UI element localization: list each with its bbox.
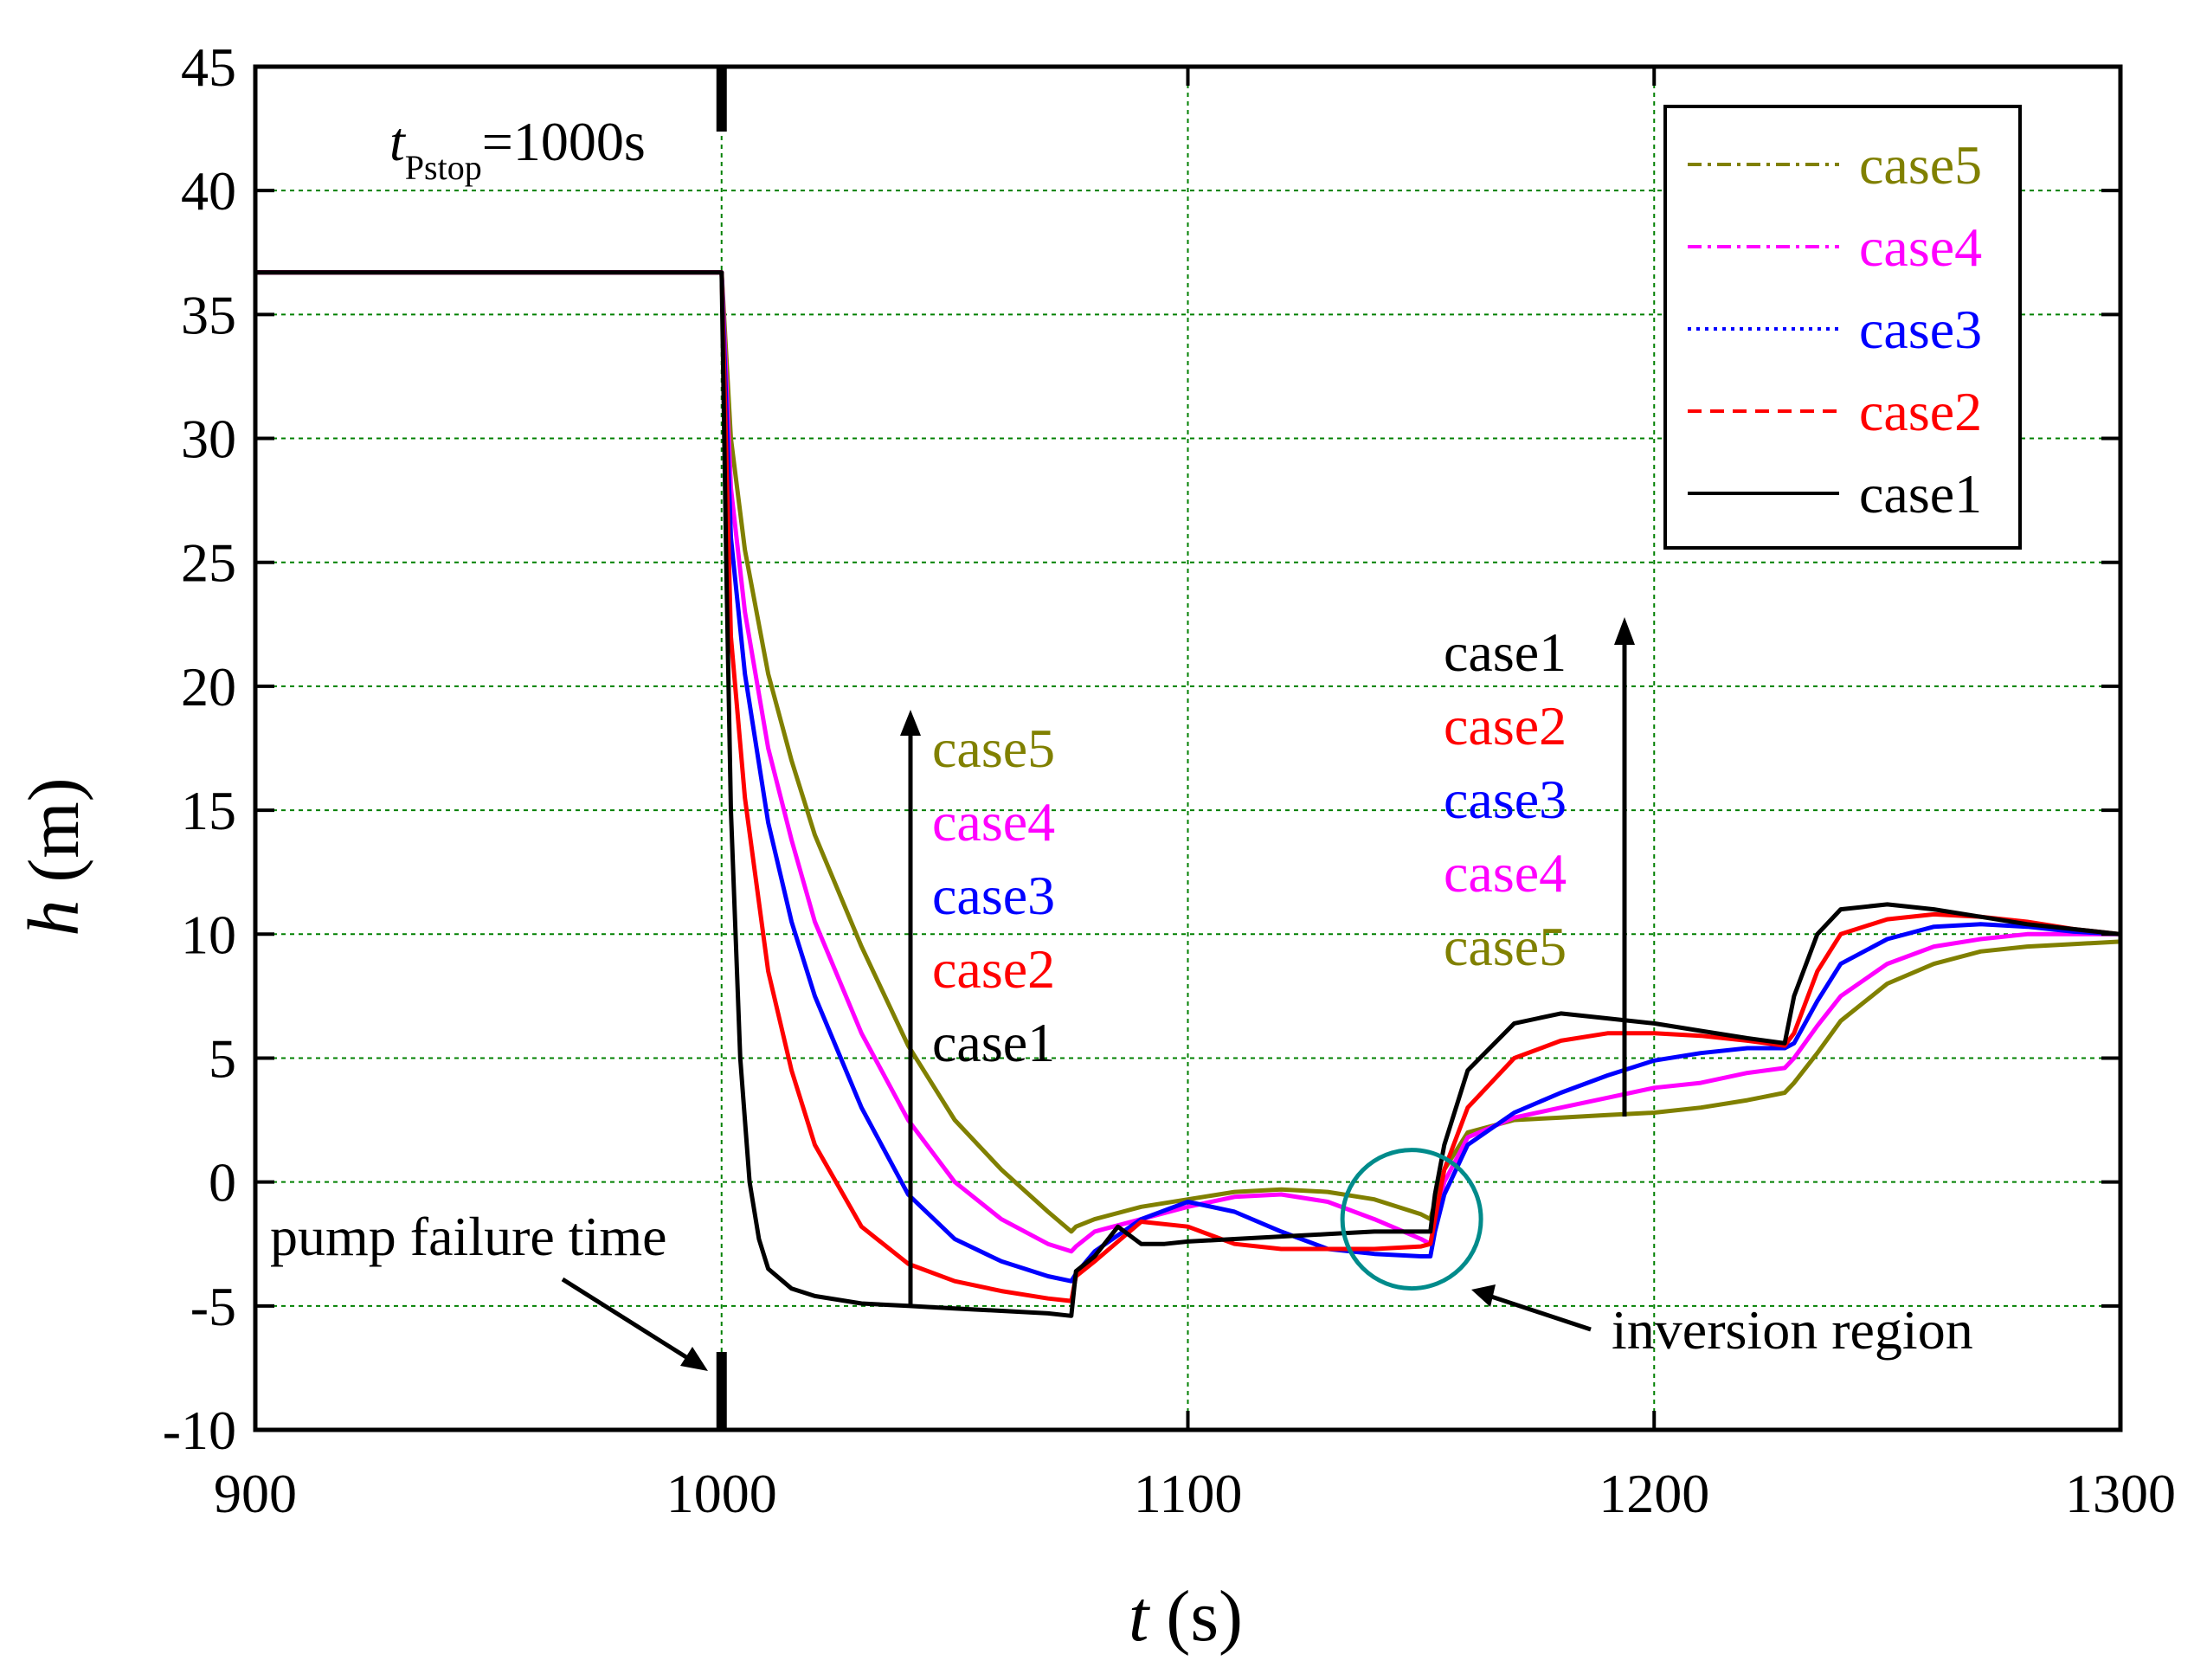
- x-axis-label: t (s): [1129, 1576, 1243, 1657]
- x-axis-unit: (s): [1166, 1576, 1243, 1657]
- series-line-case4: [255, 270, 2120, 1254]
- arrow2-label-case5: case5: [1444, 916, 1567, 977]
- t-pstop-annotation: tPstop=1000s: [389, 111, 646, 187]
- t-pstop-var: t: [389, 111, 407, 172]
- arrow1-label-case5: case5: [932, 718, 1055, 779]
- legend: case5 case4 case3 case2 case1: [1663, 105, 2022, 550]
- arrow-case-stack-1-labels: case5 case4 case3 case2 case1: [932, 718, 1055, 1073]
- arrow2-label-case3: case3: [1444, 769, 1567, 830]
- x-tick-label: 1100: [1134, 1463, 1243, 1524]
- inversion-region-circle: [1340, 1148, 1483, 1291]
- inversion-region-label: inversion region: [1612, 1299, 1973, 1361]
- y-tick-label: 45: [181, 36, 236, 98]
- y-tick-label: 30: [181, 409, 236, 470]
- arrow1-label-case1: case1: [932, 1012, 1055, 1073]
- arrow2-label-case2: case2: [1444, 695, 1567, 756]
- y-tick-label: 0: [209, 1152, 236, 1213]
- arrow2-label-case1: case1: [1444, 621, 1567, 683]
- pump-failure-arrow: [561, 1277, 708, 1371]
- legend-label-case1: case1: [1859, 463, 1982, 525]
- x-tick-label: 1000: [666, 1463, 777, 1524]
- axis-ticks: -10 -5 0 5 10 15 20 25 30 35 40 45 900 1000 1100 1200 13…: [163, 36, 2176, 1524]
- t-pstop-sub: Pstop: [405, 148, 482, 187]
- arrow-case-stack-1: [900, 710, 921, 1307]
- arrow2-label-case4: case4: [1444, 842, 1567, 904]
- legend-label-case3: case3: [1859, 299, 1982, 360]
- arrow-case-stack-2-labels: case1 case2 case3 case4 case5: [1444, 621, 1567, 977]
- y-axis-label: h (m): [14, 777, 94, 936]
- series-layer: [255, 270, 2121, 1318]
- t-pstop-value: =1000s: [482, 111, 646, 172]
- arrow1-label-case3: case3: [932, 865, 1055, 926]
- pump-failure-label: pump failure time: [270, 1206, 667, 1267]
- legend-label-case4: case4: [1859, 216, 1982, 278]
- y-axis-var: h: [14, 900, 94, 937]
- y-tick-label: -10: [163, 1400, 236, 1461]
- x-axis-var: t: [1129, 1576, 1151, 1657]
- x-tick-label: 1200: [1599, 1463, 1709, 1524]
- y-tick-label: 25: [181, 532, 236, 594]
- y-tick-label: 20: [181, 656, 236, 718]
- series-line-case1: [255, 270, 2121, 1318]
- y-axis-unit: (m): [14, 777, 94, 882]
- x-tick-label: 900: [214, 1463, 297, 1524]
- arrow1-label-case2: case2: [932, 938, 1055, 1000]
- inversion-arrow: [1471, 1284, 1592, 1332]
- y-tick-label: -5: [190, 1276, 236, 1337]
- x-tick-label: 1300: [2065, 1463, 2176, 1524]
- y-tick-label: 15: [181, 780, 236, 841]
- arrow1-label-case4: case4: [932, 791, 1055, 853]
- y-tick-label: 5: [209, 1027, 236, 1089]
- legend-label-case2: case2: [1859, 381, 1982, 442]
- y-tick-label: 35: [181, 284, 236, 345]
- y-tick-label: 40: [181, 160, 236, 222]
- series-line-case3: [255, 270, 2121, 1284]
- arrow-case-stack-2: [1614, 617, 1635, 1117]
- legend-label-case5: case5: [1859, 134, 1982, 196]
- series-line-case5: [255, 270, 2121, 1234]
- series-line-case2: [255, 270, 2121, 1303]
- y-tick-label: 10: [181, 904, 236, 965]
